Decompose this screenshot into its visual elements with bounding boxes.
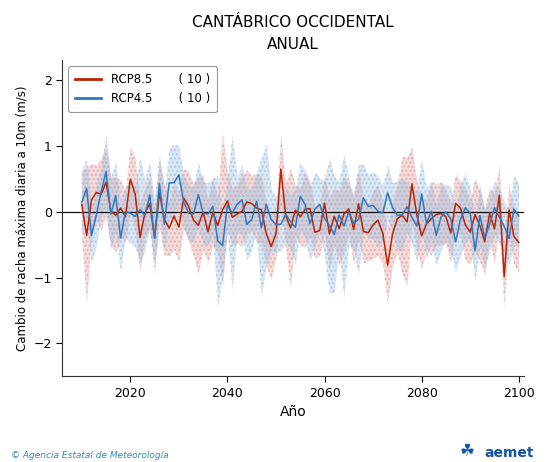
- Text: © Agencia Estatal de Meteorología: © Agencia Estatal de Meteorología: [11, 451, 169, 460]
- Title: CANTÁBRICO OCCIDENTAL
ANUAL: CANTÁBRICO OCCIDENTAL ANUAL: [192, 15, 394, 52]
- Text: aemet: aemet: [484, 446, 534, 460]
- Y-axis label: Cambio de racha máxima diaria a 10m (m/s): Cambio de racha máxima diaria a 10m (m/s…: [15, 85, 28, 351]
- X-axis label: Año: Año: [279, 405, 306, 419]
- Legend: RCP8.5       ( 10 ), RCP4.5       ( 10 ): RCP8.5 ( 10 ), RCP4.5 ( 10 ): [68, 66, 217, 112]
- Text: ☘: ☘: [459, 442, 474, 460]
